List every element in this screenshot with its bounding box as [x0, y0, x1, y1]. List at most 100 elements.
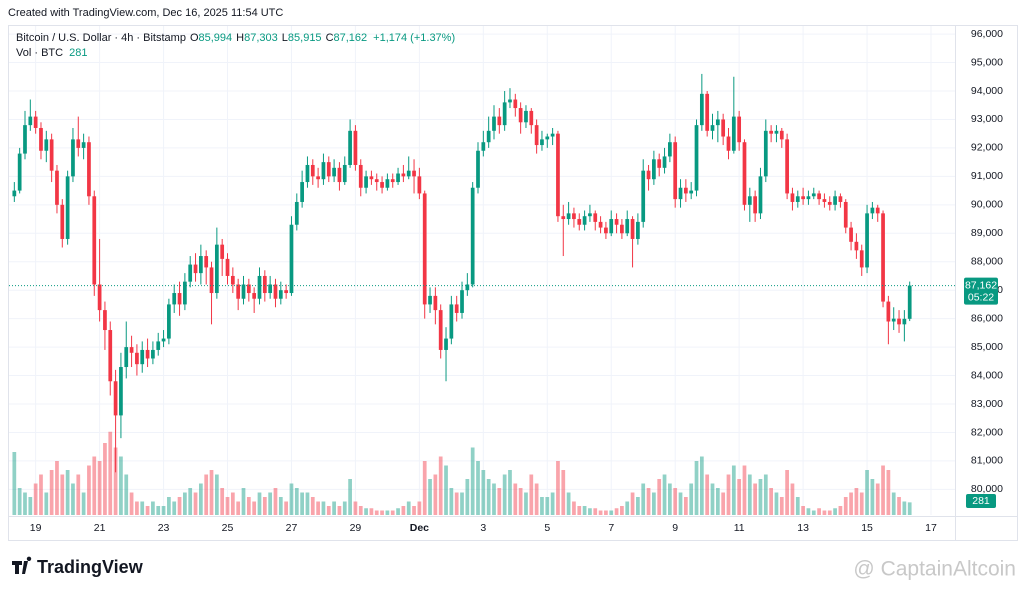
candle-body [763, 130, 768, 177]
volume-bar [620, 506, 624, 515]
volume-bar [662, 474, 667, 515]
candle-body [278, 290, 283, 299]
candle-body [902, 318, 907, 325]
volume-bar [652, 492, 656, 515]
volume-bar [838, 506, 843, 515]
volume-bar [113, 447, 118, 515]
volume-bar [401, 506, 406, 515]
candle-body [678, 187, 683, 200]
candle-body [518, 108, 523, 123]
marks [12, 73, 912, 515]
candle-body [715, 119, 720, 126]
volume-bar [636, 497, 640, 515]
candle-body [582, 216, 587, 225]
candle-body [486, 130, 491, 143]
candle-body [737, 116, 742, 143]
candle-body [779, 130, 784, 140]
candle-body [433, 295, 438, 311]
candle-body [167, 304, 171, 339]
candle-body [124, 347, 129, 368]
volume-bar [167, 497, 171, 515]
volume-bar [294, 488, 299, 515]
volume-bar [103, 443, 107, 515]
candle-body [465, 284, 470, 291]
candle-body [268, 284, 273, 294]
candle-body [12, 190, 17, 197]
x-tick-label: Dec [410, 522, 429, 534]
volume-bar [214, 474, 219, 515]
high-value: 87,303 [244, 32, 278, 44]
candle-body [806, 196, 811, 200]
x-tick-label: 29 [350, 522, 362, 534]
candle-body [65, 176, 70, 239]
candle-body [566, 213, 571, 220]
candle-body [257, 275, 262, 299]
volume-bar [236, 501, 241, 515]
volume-bar [262, 497, 267, 515]
x-tick-label: 19 [30, 522, 42, 534]
volume-bar [246, 497, 251, 515]
candle-body [273, 284, 278, 299]
volume-bar [763, 474, 768, 515]
candle-body [668, 142, 672, 157]
volume-bar [577, 506, 582, 515]
candle-body [891, 318, 896, 322]
candle-body [321, 162, 326, 180]
volume-bar [183, 492, 187, 515]
candle-body [524, 110, 528, 123]
volume-bar [774, 492, 779, 515]
volume-bar [278, 497, 283, 515]
y-tick-label: 95,000 [971, 56, 1003, 68]
volume-bar [326, 506, 331, 515]
candle-body [401, 173, 406, 177]
volume-bar [28, 497, 33, 515]
candle-body [460, 290, 464, 313]
candle-body [49, 139, 54, 171]
candle-body [694, 125, 699, 191]
frame [8, 25, 1018, 541]
volume-bar [97, 461, 102, 515]
brand-logo: TradingView [12, 556, 144, 577]
volume-bar [204, 474, 209, 515]
candle-body [97, 284, 102, 311]
volume-bar [300, 492, 304, 515]
candle-body [545, 136, 550, 140]
candle-body [838, 196, 843, 202]
candle-body [870, 207, 875, 214]
volume-bar [305, 492, 310, 515]
volume-bar [678, 492, 683, 515]
volume-bar [689, 483, 694, 515]
candle-body [369, 176, 374, 180]
candle-body [636, 221, 640, 239]
volume-bar [316, 501, 320, 515]
low-key: L [282, 32, 288, 44]
candle-body [412, 170, 416, 177]
volume-bar [17, 488, 22, 515]
volume-bar [758, 479, 763, 515]
volume-bar [790, 483, 795, 515]
volume-bar [641, 483, 646, 515]
volume-bar [422, 461, 427, 515]
volume-bar [188, 488, 193, 515]
candle-body [151, 349, 155, 359]
volume-bar [273, 488, 278, 515]
volume-bar [550, 492, 555, 515]
candle-body [721, 119, 726, 137]
x-tick-label: 27 [286, 522, 298, 534]
candle-body [406, 170, 411, 177]
volume-bar [731, 465, 736, 515]
volume-bar [657, 479, 662, 515]
x-tick-label: 25 [222, 522, 234, 534]
volume-bar [465, 479, 470, 515]
volume-bar [817, 508, 821, 515]
candle-body [172, 293, 177, 305]
candle-body [193, 264, 198, 274]
brand-name: TradingView [37, 557, 144, 577]
volume-bar [513, 483, 518, 515]
change: +1,174 (+1.37%) [373, 32, 455, 44]
candle-body [609, 219, 614, 234]
candle-body [620, 224, 624, 234]
candle-body [540, 139, 544, 146]
candle-body [827, 201, 832, 205]
